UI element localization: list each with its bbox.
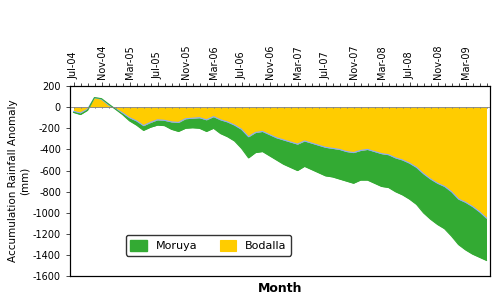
Y-axis label: Accumulation Rainfall Anomaly
(mm): Accumulation Rainfall Anomaly (mm): [8, 100, 30, 262]
Legend: Moruya, Bodalla: Moruya, Bodalla: [126, 235, 292, 255]
X-axis label: Month: Month: [258, 282, 302, 295]
